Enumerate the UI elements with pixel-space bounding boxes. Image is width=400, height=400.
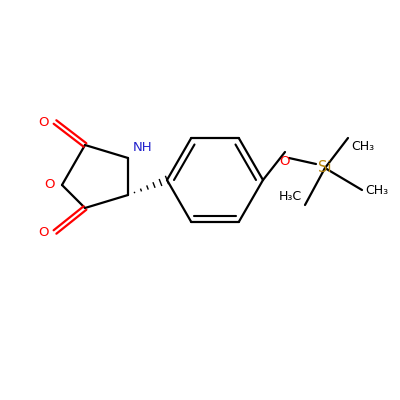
Text: Si: Si <box>318 160 332 176</box>
Text: CH₃: CH₃ <box>365 184 388 196</box>
Text: O: O <box>280 155 290 168</box>
Text: H₃C: H₃C <box>279 190 302 203</box>
Text: CH₃: CH₃ <box>351 140 374 153</box>
Text: O: O <box>44 178 55 192</box>
Text: NH: NH <box>133 141 153 154</box>
Text: O: O <box>38 116 49 128</box>
Text: O: O <box>38 226 49 238</box>
